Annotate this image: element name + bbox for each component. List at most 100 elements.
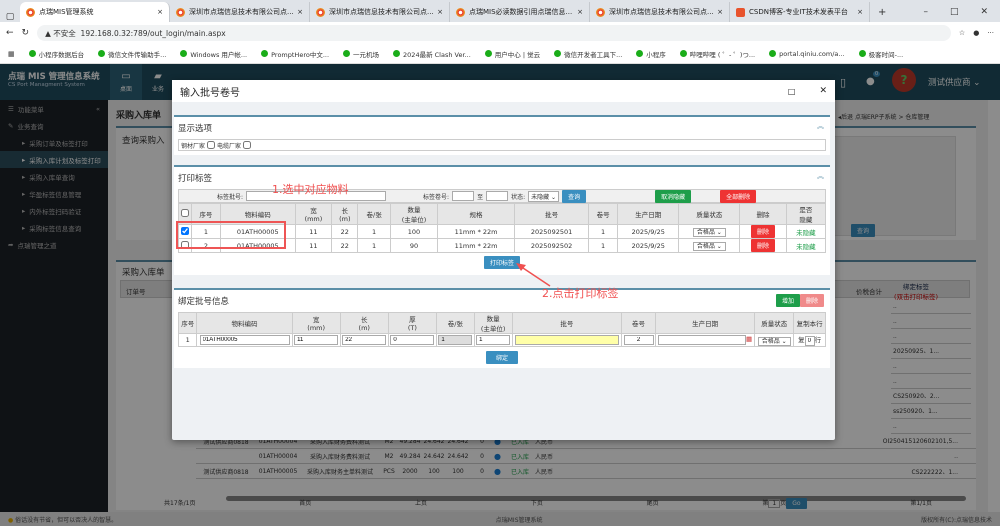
maximize-icon[interactable]: □: [949, 7, 959, 17]
bookmark-item[interactable]: 微信开发者工具下...: [554, 49, 622, 59]
sidebar-item[interactable]: ▸ 采购入库计划及标签打印: [0, 151, 108, 168]
apps-icon[interactable]: ▦: [8, 49, 15, 58]
status-select[interactable]: 未隐藏 ⌄: [528, 190, 560, 202]
back-icon[interactable]: ←: [6, 28, 14, 38]
close-tab-icon[interactable]: ×: [157, 8, 163, 16]
close-tab-icon[interactable]: ×: [577, 8, 583, 16]
close-tab-icon[interactable]: ×: [437, 8, 443, 16]
add-button[interactable]: 增加: [775, 294, 800, 307]
bookmark-item[interactable]: 极客时间-...: [858, 49, 903, 59]
print-label-button[interactable]: 打印标签: [483, 256, 520, 269]
browser-tab[interactable]: 深圳市点瑞信息技术有限公司点... ×: [170, 2, 310, 22]
code-input[interactable]: [199, 335, 290, 345]
sidebar-item[interactable]: ▸ 华盈标签信息管理: [22, 189, 82, 199]
avatar[interactable]: ?: [892, 68, 916, 92]
bookmark-item[interactable]: 用户中心 | 觉云: [484, 49, 540, 59]
roll-to-input[interactable]: [486, 191, 509, 201]
table-row[interactable]: 01ATH00004 采购入库财务费料测试 M2 49.284 24.642 24.642…: [196, 449, 976, 464]
table-row[interactable]: 测试供应商0818 01ATH00005 采购入库财务主单料测试 PCS 2000 100…: [196, 464, 976, 479]
browser-tab[interactable]: CSDN博客-专业IT技术发表平台 ×: [730, 2, 870, 22]
refresh-icon[interactable]: ↻: [21, 28, 30, 38]
chat-icon[interactable]: ● 0: [866, 71, 881, 87]
collapse-icon[interactable]: ︽: [817, 172, 824, 180]
delete-all-button[interactable]: 全部删除: [720, 189, 757, 203]
bookmark-item[interactable]: 微信文件传输助手...: [98, 49, 166, 59]
query-button[interactable]: 查询: [851, 224, 876, 237]
sidebar-item[interactable]: ▸ 采购标签信息查询: [22, 223, 82, 233]
batch-input[interactable]: [514, 335, 619, 345]
browser-tab[interactable]: 点瑞MIS必读数据引用点瑞信息... ×: [450, 2, 590, 22]
delete-button[interactable]: 删除: [799, 294, 824, 307]
minimize-icon[interactable]: –: [923, 7, 928, 17]
browser-tab[interactable]: 深圳市点瑞信息技术有限公司点... ×: [590, 2, 730, 22]
sidebar-item[interactable]: ▸ 采购入库单查询: [22, 172, 75, 182]
collapse-icon[interactable]: ︽: [817, 122, 824, 130]
row-checkbox[interactable]: [181, 226, 189, 235]
column-header: 数量 (主单位): [389, 203, 439, 225]
sidebar-group-management[interactable]: ➦ 点瑞管理之道: [8, 240, 57, 250]
bookmark-item[interactable]: 2024最新 Clash Ver...: [393, 49, 471, 59]
new-tab-icon[interactable]: +: [878, 7, 887, 18]
maximize-dialog-icon[interactable]: □: [787, 86, 796, 96]
tab-actions-icon[interactable]: ▢: [5, 12, 15, 22]
l-input[interactable]: [342, 335, 387, 345]
cancel-hide-button[interactable]: 取消隐藏: [655, 189, 692, 203]
select-all-checkbox[interactable]: [181, 209, 189, 217]
table-row[interactable]: 测试供应商0818 01ATH00004 采购入库财务费料测试 M2 49.284 24.…: [196, 434, 976, 449]
query-button[interactable]: 查询: [562, 189, 587, 203]
bookmark-item[interactable]: 小程序数据后台: [28, 49, 84, 59]
column-header: 是否 隐藏: [785, 203, 827, 225]
delete-row-button[interactable]: 删除: [750, 239, 775, 252]
roll-from-input[interactable]: [452, 191, 475, 201]
close-tab-icon[interactable]: ×: [857, 8, 863, 16]
t-input[interactable]: [390, 335, 435, 345]
w-input[interactable]: [294, 335, 339, 345]
user-menu[interactable]: 测试供应商 ⌄: [928, 78, 981, 88]
batch-no-input[interactable]: [246, 191, 387, 201]
date-input[interactable]: [658, 335, 747, 345]
steel-vendor-checkbox[interactable]: [207, 141, 216, 149]
roll-input[interactable]: [438, 335, 473, 345]
bookmark-item[interactable]: PromptHero中文...: [261, 49, 329, 59]
nav-desktop[interactable]: ▭ 桌面: [110, 64, 142, 100]
delete-row-button[interactable]: 删除: [750, 225, 775, 238]
bookmark-item[interactable]: 一元机场: [343, 49, 379, 59]
device-icon[interactable]: ▯: [840, 76, 847, 89]
browser-tab[interactable]: 深圳市点瑞信息技术有限公司点... ×: [310, 2, 450, 22]
calendar-icon[interactable]: ▦: [746, 335, 753, 343]
row-checkbox[interactable]: [181, 240, 189, 249]
close-dialog-icon[interactable]: ✕: [819, 86, 827, 96]
label-row[interactable]: 2 01ATH00005 11 22 1 90 11mm * 22m 2025092502 1 2…: [178, 238, 827, 253]
profile-icon[interactable]: ●: [973, 29, 980, 37]
qty-input[interactable]: [476, 335, 511, 345]
go-button[interactable]: Go: [786, 498, 807, 509]
close-tab-icon[interactable]: ×: [717, 8, 723, 16]
cable-vendor-checkbox[interactable]: [243, 141, 252, 149]
horizontal-scrollbar[interactable]: [226, 496, 966, 501]
quality-select[interactable]: 合格品 ⌄: [692, 228, 726, 237]
close-tab-icon[interactable]: ×: [297, 8, 303, 16]
nav-business[interactable]: ▰ 业务: [151, 71, 164, 93]
browser-tab[interactable]: 点瑞MIS管理系统 ×: [20, 2, 170, 22]
sidebar-item[interactable]: ▸ 内外标签扫码验证: [22, 206, 82, 216]
copy-count-input[interactable]: [804, 336, 815, 346]
sidebar-group-business[interactable]: ✎ 业务查询: [8, 121, 44, 131]
bind-button[interactable]: 绑定: [485, 351, 518, 364]
close-window-icon[interactable]: ✕: [980, 7, 988, 17]
bookmark-icon: [554, 50, 562, 57]
quality-select[interactable]: 合格品 ⌄: [757, 336, 791, 346]
favorites-icon[interactable]: ☆: [958, 29, 966, 37]
bookmark-item[interactable]: 哔哩哔哩 ( ゜- ゜)つ...: [679, 49, 755, 59]
bookmark-item[interactable]: Windows 用户帐...: [180, 49, 247, 59]
bookmark-item[interactable]: 小程序: [636, 49, 666, 59]
more-icon[interactable]: ···: [987, 29, 994, 37]
collapse-sidebar-icon[interactable]: «: [96, 104, 100, 113]
bind-batch-table: 序号 物料编码宽 (mm) 长 (m) 厚 (T) 卷/张 数量 (主单位) 批号 卷号 生产日…: [177, 312, 826, 347]
column-header: 厚 (T): [387, 312, 437, 334]
sidebar-item[interactable]: ▸ 采购订单及标签打印: [22, 138, 88, 148]
bookmark-item[interactable]: portal.qiniu.com/a...: [769, 50, 845, 58]
vol-input[interactable]: [623, 335, 654, 345]
quality-select[interactable]: 合格品 ⌄: [692, 242, 726, 251]
bookmark-icon: [858, 50, 866, 57]
url-input[interactable]: ▲ 不安全 192.168.0.32:789/out_login/main.as…: [37, 25, 951, 41]
